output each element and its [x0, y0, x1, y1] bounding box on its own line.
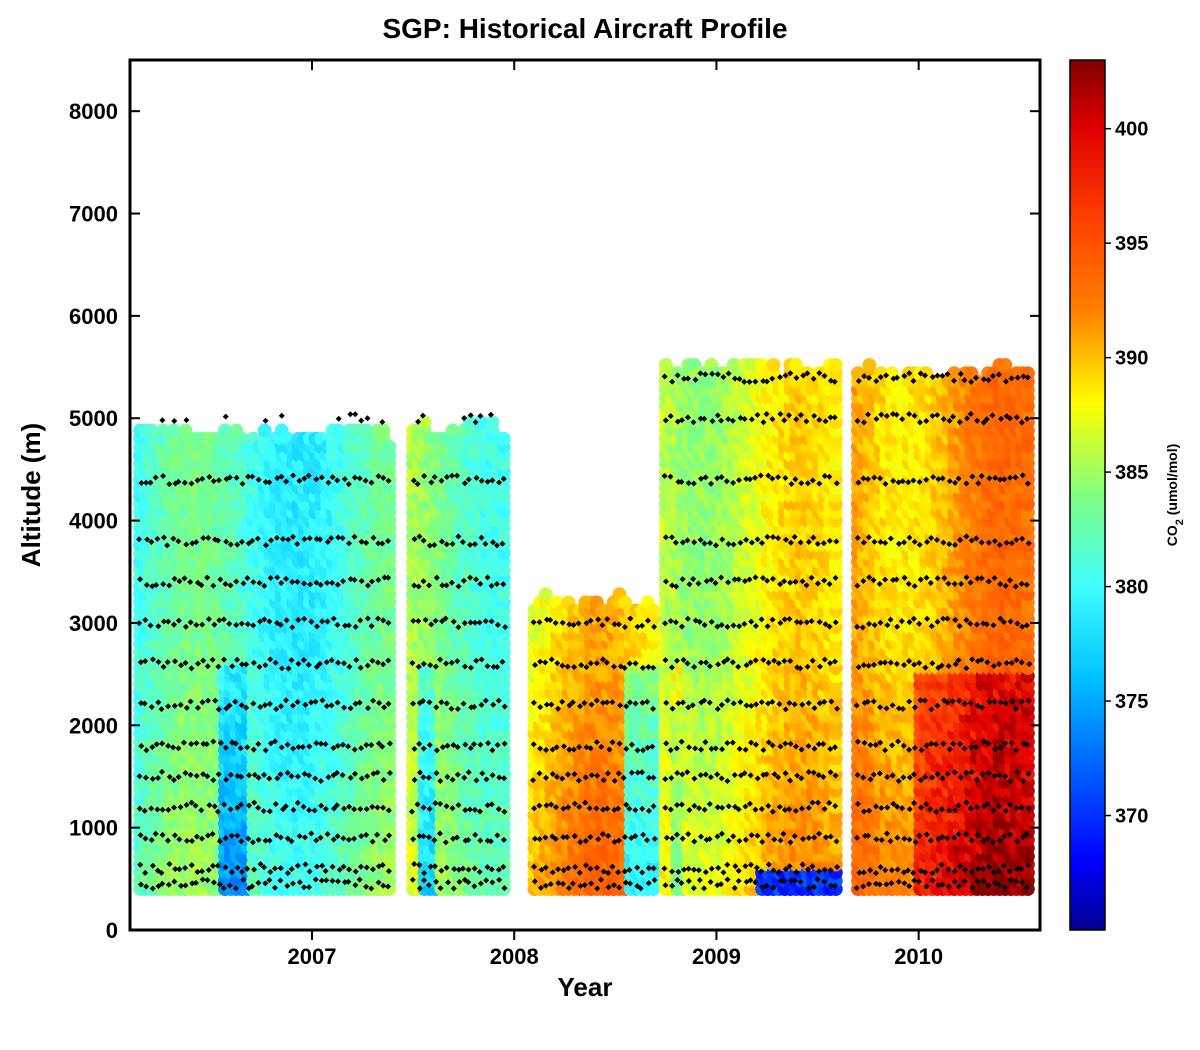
colorbar-tick-label: 390: [1115, 348, 1148, 370]
y-tick-label: 8000: [69, 99, 118, 124]
colorbar-tick-label: 400: [1115, 119, 1148, 141]
x-tick-label: 2009: [692, 944, 741, 969]
colorbar-tick-label: 375: [1115, 691, 1148, 713]
colorbar-tick-label: 395: [1115, 233, 1148, 255]
x-tick-label: 2010: [894, 944, 943, 969]
x-tick-label: 2008: [490, 944, 539, 969]
y-tick-label: 3000: [69, 611, 118, 636]
x-tick-label: 2007: [288, 944, 337, 969]
y-tick-label: 4000: [69, 509, 118, 534]
y-tick-label: 6000: [69, 304, 118, 329]
chart-svg: SGP: Historical Aircraft Profile 2007 2008…: [0, 0, 1200, 1050]
colorbar: [1070, 60, 1105, 930]
y-tick-label: 1000: [69, 816, 118, 841]
y-tick-label: 7000: [69, 202, 118, 227]
y-tick-label: 2000: [69, 713, 118, 738]
y-axis-label-text: Altitude (m): [16, 423, 46, 567]
y-tick-label: 0: [106, 918, 118, 943]
colorbar-tick-label: 380: [1115, 577, 1148, 599]
colorbar-tick-label: 385: [1115, 462, 1148, 484]
y-tick-label: 5000: [69, 406, 118, 431]
colorbar-tick-label: 370: [1115, 806, 1148, 828]
x-axis-label-text: Year: [558, 972, 613, 1002]
chart-container: SGP: Historical Aircraft Profile 2007 2008…: [0, 0, 1200, 1050]
chart-title-text: SGP: Historical Aircraft Profile: [382, 13, 787, 44]
